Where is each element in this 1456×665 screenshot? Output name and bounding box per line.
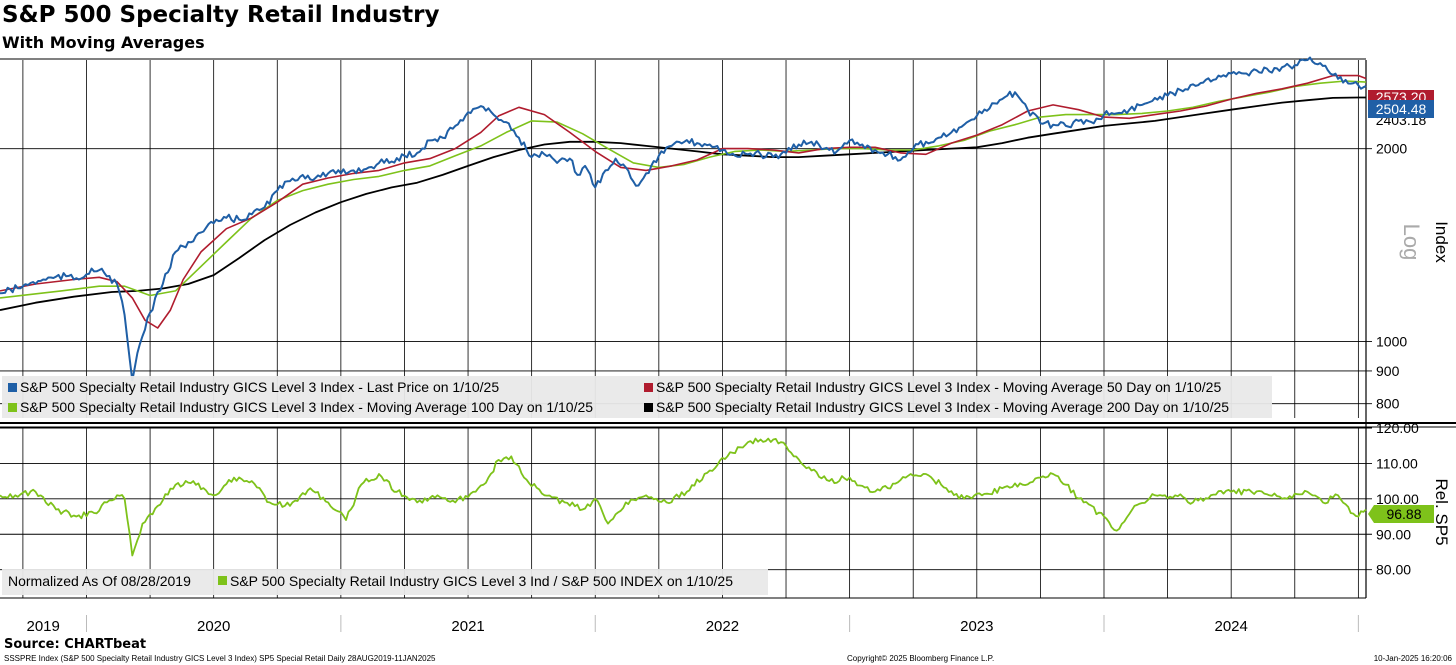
y-tick-label: 120.00 <box>1376 420 1419 436</box>
chart-subtitle: With Moving Averages <box>2 33 205 52</box>
legend-normalized-note: Normalized As Of 08/28/2019 <box>8 573 191 589</box>
series-line-ma50 <box>0 74 1367 329</box>
footer-timestamp: 10-Jan-2025 16:20:06 <box>1374 654 1453 663</box>
y-tick-label: 1000 <box>1376 334 1407 350</box>
legend-swatch-ma50 <box>644 383 653 392</box>
legend-label-price: S&P 500 Specialty Retail Industry GICS L… <box>20 379 499 395</box>
series-line-ratio <box>0 437 1367 557</box>
legend-swatch-ma100 <box>8 403 17 412</box>
x-tick-label: 2023 <box>960 618 993 635</box>
source-label: Source: CHARTbeat <box>4 637 146 652</box>
y-tick-label: 2000 <box>1376 141 1407 157</box>
x-tick-label: 2024 <box>1215 618 1248 635</box>
legend-label-ma100: S&P 500 Specialty Retail Industry GICS L… <box>20 399 593 415</box>
legend-swatch-ma200 <box>644 403 653 412</box>
legend-label-ma200: S&P 500 Specialty Retail Industry GICS L… <box>656 399 1229 415</box>
legend-label-ratio: S&P 500 Specialty Retail Industry GICS L… <box>230 573 733 589</box>
y-tick-label: 110.00 <box>1376 455 1418 471</box>
x-axis: 2019 2020 2021 2022 2023 2024 <box>27 615 1359 635</box>
lower-value-tag: 96.88 <box>1368 505 1434 523</box>
x-tick-label: 2022 <box>706 618 739 635</box>
series-line-price <box>0 56 1367 382</box>
last-value-ratio: 96.88 <box>1386 506 1421 522</box>
lower-grid: 80.00 90.00 100.00 110.00 120.00 <box>0 420 1419 599</box>
upper-grid: 800 900 1000 2000 <box>0 58 1456 598</box>
y-tick-label: 800 <box>1376 396 1400 412</box>
legend-swatch-price <box>8 383 17 392</box>
x-tick-label: 2020 <box>197 618 230 635</box>
series-line-ma100 <box>0 80 1367 299</box>
series-line-ma200 <box>0 96 1366 311</box>
y-tick-label: 90.00 <box>1376 526 1411 542</box>
upper-value-tags: 2573.20 2403.18 2504.48 <box>1368 89 1434 128</box>
last-value-price: 2504.48 <box>1376 101 1427 117</box>
y-tick-label: 900 <box>1376 363 1400 379</box>
upper-scale-label: Log <box>1399 224 1424 261</box>
upper-axis-label: Index <box>1432 221 1451 263</box>
lower-series-lines <box>0 437 1367 557</box>
y-tick-label: 80.00 <box>1376 562 1411 578</box>
y-tick-label: 100.00 <box>1376 491 1419 507</box>
x-tick-label: 2019 <box>27 618 60 635</box>
x-tick-label: 2021 <box>451 618 484 635</box>
lower-axis-label: Rel. SP5 <box>1432 478 1451 545</box>
upper-legend: S&P 500 Specialty Retail Industry GICS L… <box>2 376 1272 418</box>
legend-swatch-ratio <box>218 576 227 585</box>
footer-description: SSSPRE Index (S&P 500 Specialty Retail I… <box>4 654 436 663</box>
lower-legend: Normalized As Of 08/28/2019 S&P 500 Spec… <box>2 569 768 595</box>
upper-series-lines <box>0 56 1367 382</box>
chart-title: S&P 500 Specialty Retail Industry <box>2 2 440 28</box>
footer-copyright: Copyright© 2025 Bloomberg Finance L.P. <box>847 654 994 663</box>
legend-label-ma50: S&P 500 Specialty Retail Industry GICS L… <box>656 379 1221 395</box>
